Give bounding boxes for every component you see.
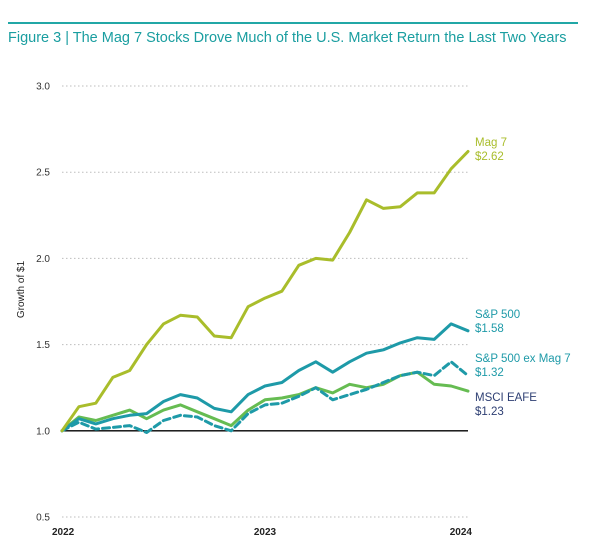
series-value-mag7: $2.62 [475,151,504,163]
chart-title: Figure 3 | The Mag 7 Stocks Drove Much o… [8,30,567,46]
series-name-sp500: S&P 500 [475,309,520,321]
series-lines [60,150,470,434]
series-value-sp500_ex: $1.32 [475,367,504,379]
series-value-sp500: $1.58 [475,323,504,335]
y-tick-label: 2.5 [36,168,50,179]
series-name-eafe: MSCI EAFE [475,392,537,404]
y-tick-label: 0.5 [36,513,50,524]
y-tick-label: 1.5 [36,340,50,351]
series-line-mag7 [60,150,470,433]
series-line-eafe [60,370,470,433]
y-tick-label: 3.0 [36,82,50,93]
x-tick-label: 2024 [450,527,473,538]
x-tick-label: 2023 [254,527,277,538]
y-axis-label: Growth of $1 [16,260,27,318]
series-labels: Mag 7 $2.62 S&P 500 $1.58 S&P 500 ex Mag 7 $1… [475,137,571,418]
y-tick-label: 2.0 [36,254,50,265]
top-rule [8,22,578,24]
y-tick-label: 1.0 [36,426,50,437]
series-name-sp500_ex: S&P 500 ex Mag 7 [475,353,571,365]
series-value-eafe: $1.23 [475,406,504,418]
grid [62,85,468,518]
series-line-sp500 [60,322,470,433]
x-tick-label: 2022 [52,527,75,538]
axes: 0.5 1.0 1.5 2.0 2.5 3.0 2022 2023 2024 Growth of … [16,82,472,539]
series-line-sp500_ex [60,360,470,434]
series-name-mag7: Mag 7 [475,137,507,149]
